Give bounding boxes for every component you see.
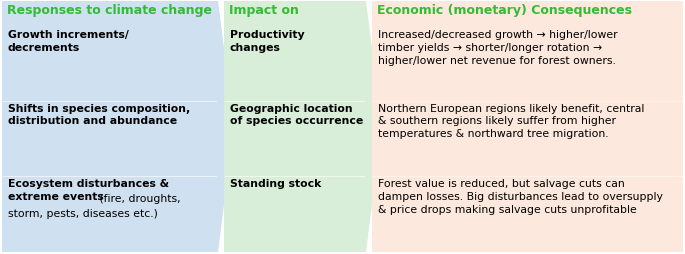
- Text: Northern European regions likely benefit, central
& southern regions likely suff: Northern European regions likely benefit…: [378, 103, 645, 139]
- Text: Forest value is reduced, but salvage cuts can
dampen losses. Big disturbances le: Forest value is reduced, but salvage cut…: [378, 179, 663, 214]
- Text: Geographic location
of species occurrence: Geographic location of species occurrenc…: [230, 103, 363, 126]
- Text: Productivity
changes: Productivity changes: [230, 30, 305, 53]
- Text: Ecosystem disturbances &
extreme events: Ecosystem disturbances & extreme events: [8, 179, 169, 201]
- Text: Impact on: Impact on: [229, 4, 299, 17]
- Text: Growth increments/
decrements: Growth increments/ decrements: [8, 30, 129, 53]
- Text: Responses to climate change: Responses to climate change: [7, 4, 212, 17]
- Text: Economic (monetary) Consequences: Economic (monetary) Consequences: [377, 4, 632, 17]
- Text: storm, pests, diseases etc.): storm, pests, diseases etc.): [8, 208, 158, 218]
- Text: (fire, droughts,: (fire, droughts,: [96, 193, 181, 203]
- Text: Increased/decreased growth → higher/lower
timber yields → shorter/longer rotatio: Increased/decreased growth → higher/lowe…: [378, 30, 618, 65]
- Text: Shifts in species composition,
distribution and abundance: Shifts in species composition, distribut…: [8, 103, 190, 126]
- Polygon shape: [2, 2, 234, 252]
- Polygon shape: [224, 2, 382, 252]
- Bar: [372, 2, 683, 252]
- Text: Standing stock: Standing stock: [230, 179, 321, 188]
